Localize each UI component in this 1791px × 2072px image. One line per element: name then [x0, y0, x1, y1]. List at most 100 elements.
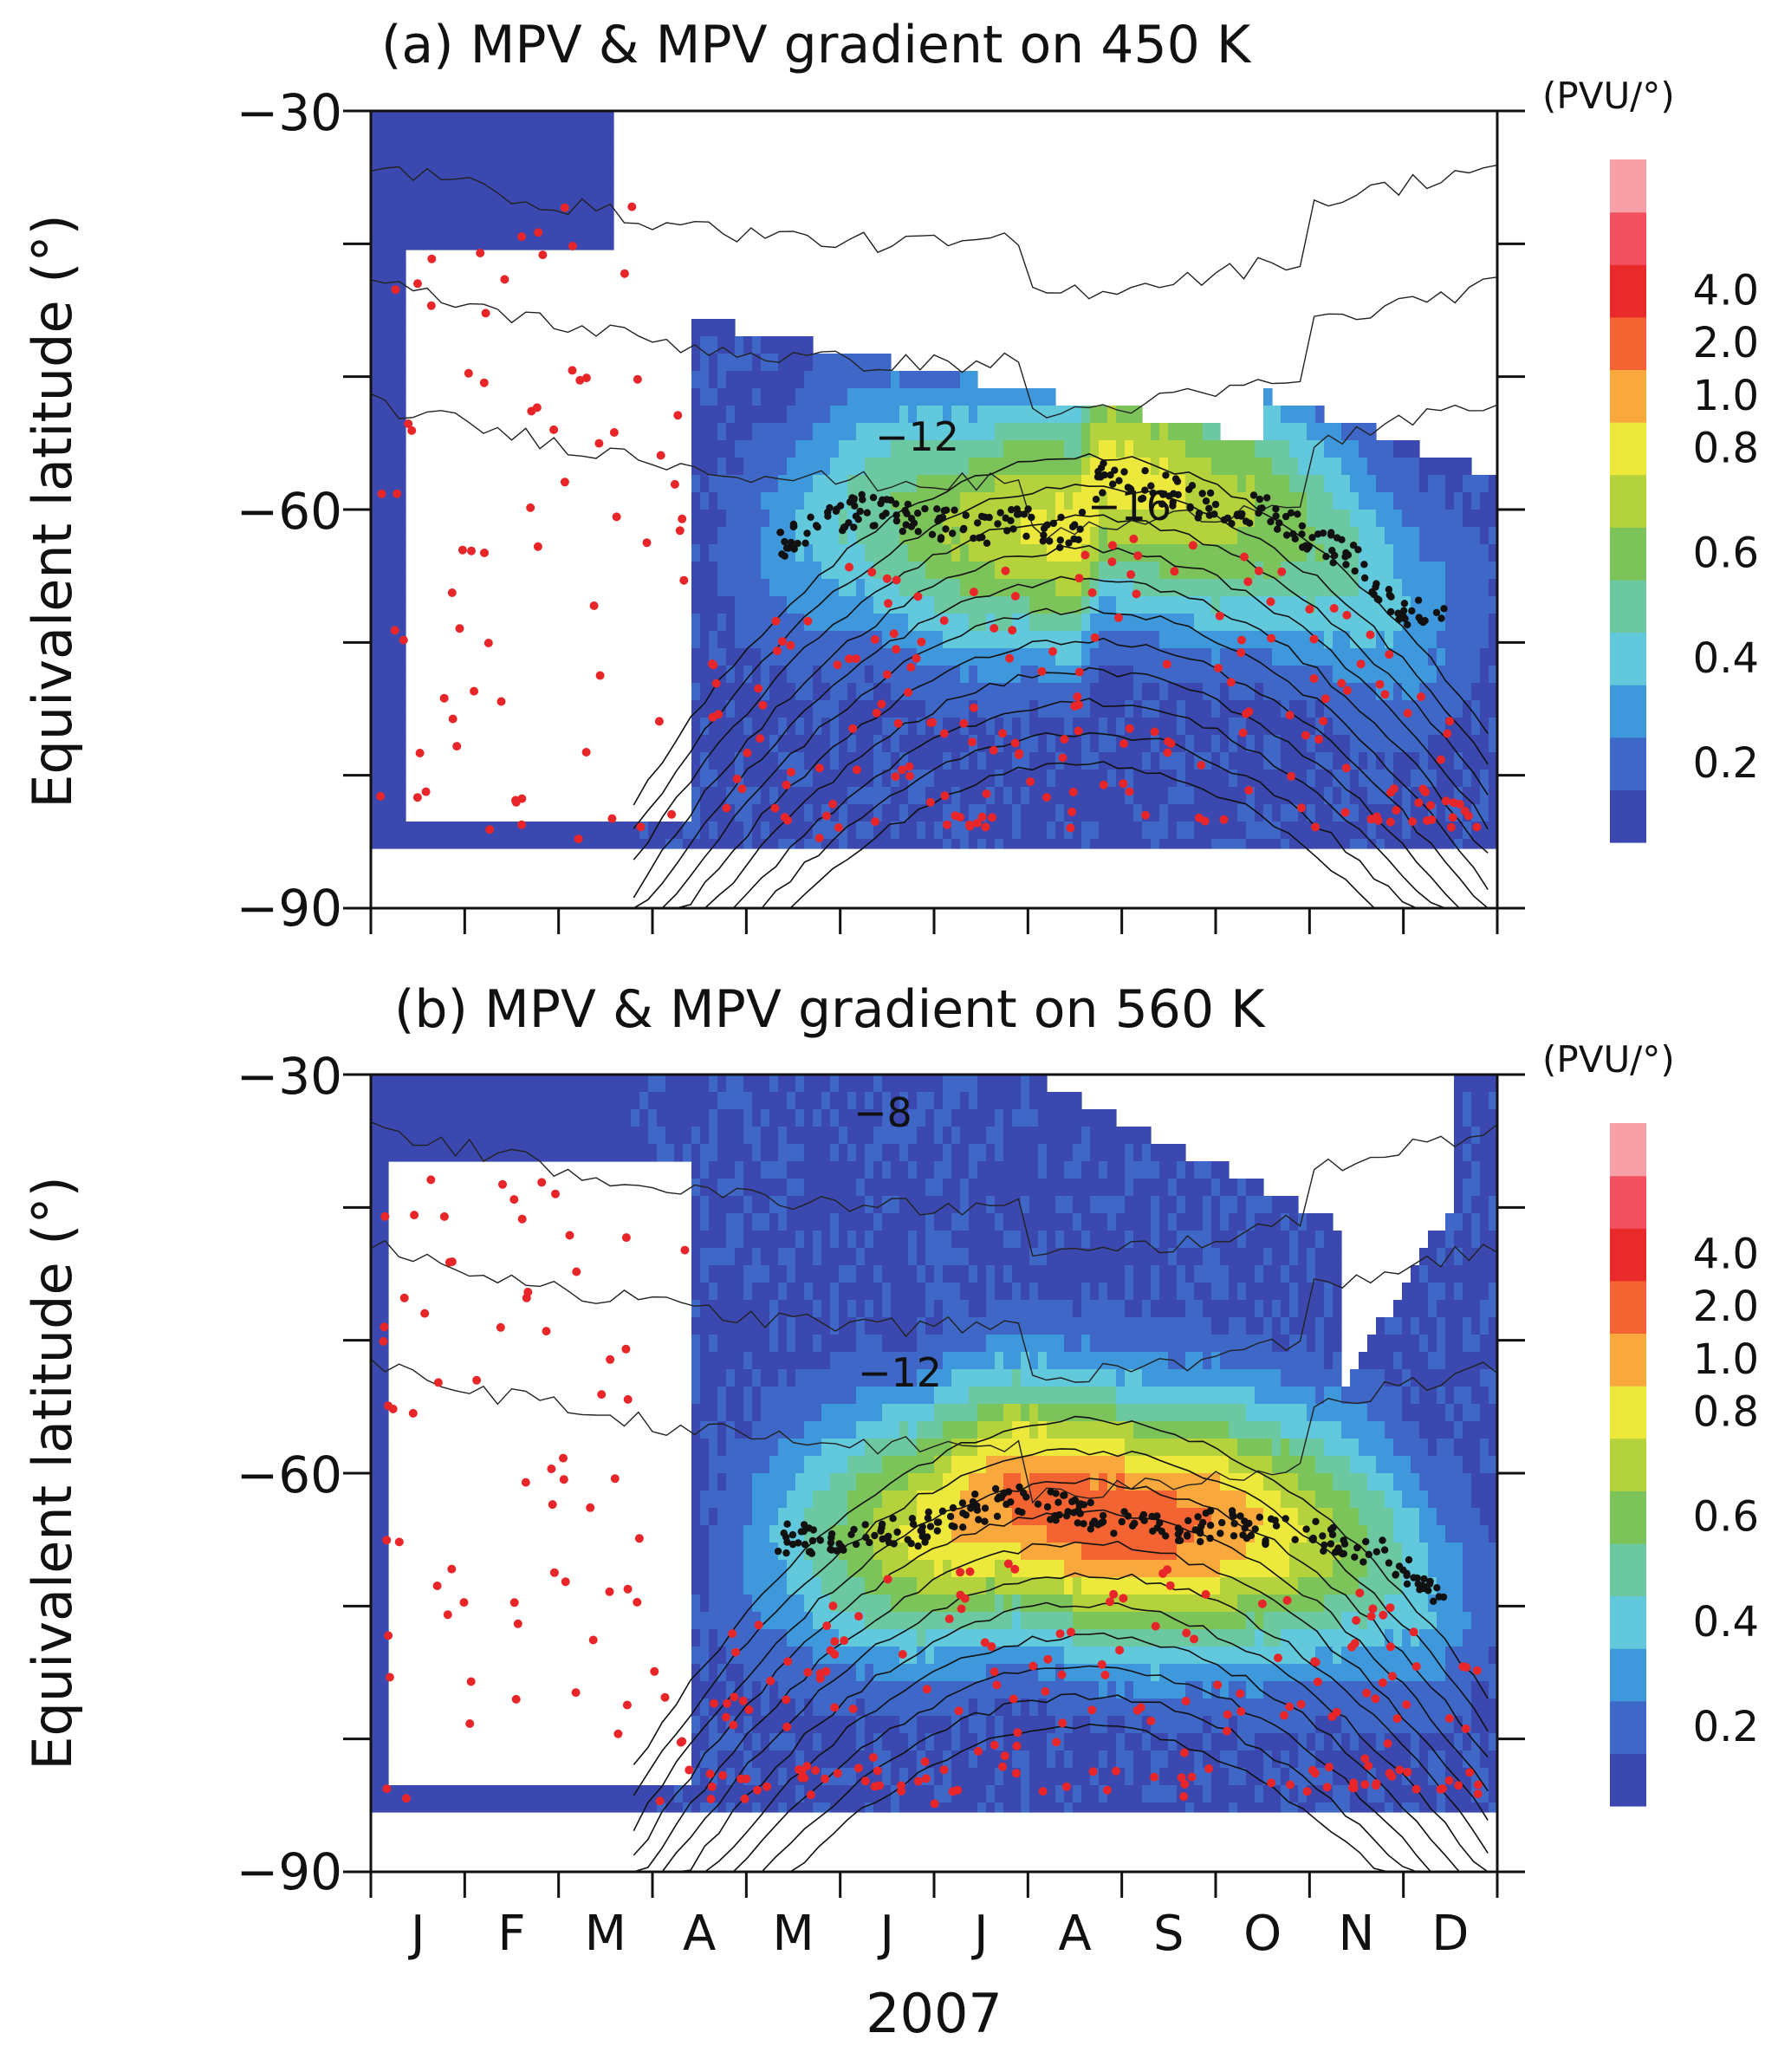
panel-b-red-points [379, 1175, 1483, 1809]
mpv-contour-line [371, 1121, 1497, 1257]
black-observation-point [1071, 1497, 1080, 1504]
black-observation-point [1186, 503, 1195, 512]
red-observation-point [391, 285, 400, 295]
red-observation-point [782, 780, 791, 789]
mpv-contour-line [633, 698, 1489, 908]
red-observation-point [1215, 611, 1224, 620]
red-observation-point [1310, 1769, 1320, 1778]
x-month-label: S [1153, 1906, 1184, 1962]
red-observation-point [1403, 709, 1412, 718]
red-observation-point [905, 762, 914, 771]
red-observation-point [758, 700, 768, 710]
black-observation-point [1076, 1510, 1084, 1517]
red-observation-point [889, 629, 899, 639]
red-observation-point [1165, 1581, 1175, 1590]
black-observation-point [1262, 1536, 1269, 1544]
red-observation-point [538, 250, 548, 260]
red-observation-point [972, 818, 982, 828]
black-observation-point [1241, 1524, 1249, 1532]
mpv-contour-line [633, 1572, 1489, 1872]
x-month-label: N [1339, 1906, 1375, 1962]
colorbar-swatch [1610, 1280, 1646, 1334]
colorbar-swatch [1610, 1386, 1646, 1439]
red-observation-point [407, 425, 417, 435]
black-observation-point [1106, 471, 1114, 479]
red-observation-point [432, 1582, 442, 1590]
black-observation-point [1183, 1531, 1191, 1539]
red-observation-point [1287, 771, 1296, 781]
black-observation-point [809, 1526, 817, 1534]
red-observation-point [787, 768, 795, 776]
red-observation-point [756, 734, 765, 744]
black-observation-point [1258, 504, 1266, 512]
red-observation-point [420, 1309, 430, 1318]
black-observation-point [803, 529, 811, 537]
red-observation-point [1108, 541, 1117, 550]
red-observation-point [783, 815, 792, 825]
red-observation-point [1068, 788, 1078, 796]
black-observation-point [1147, 482, 1155, 490]
red-observation-point [679, 575, 689, 585]
red-observation-point [568, 242, 577, 250]
red-observation-point [479, 378, 489, 387]
black-observation-point [1440, 605, 1448, 613]
red-observation-point [642, 538, 652, 548]
red-observation-point [898, 1650, 907, 1659]
red-observation-point [426, 1175, 436, 1185]
red-observation-point [526, 503, 535, 512]
red-observation-point [1313, 1677, 1322, 1686]
red-observation-point [821, 811, 831, 821]
red-observation-point [1029, 1661, 1038, 1671]
red-observation-point [609, 428, 619, 437]
black-observation-point [893, 1528, 901, 1536]
red-observation-point [973, 1746, 983, 1756]
red-observation-point [650, 1666, 659, 1676]
red-observation-point [1058, 1718, 1067, 1728]
black-observation-point [1256, 495, 1264, 503]
red-observation-point [951, 811, 960, 821]
black-observation-point [958, 1499, 967, 1507]
red-observation-point [882, 670, 892, 679]
black-observation-point [1087, 1498, 1094, 1507]
red-observation-point [707, 1782, 717, 1791]
black-observation-point [1007, 516, 1015, 524]
black-observation-point [1404, 620, 1411, 629]
red-observation-point [1385, 817, 1395, 827]
red-observation-point [1187, 1772, 1197, 1782]
red-observation-point [1005, 653, 1015, 663]
black-observation-point [1022, 1493, 1030, 1501]
black-observation-point [856, 507, 864, 516]
black-observation-point [801, 1541, 809, 1549]
black-observation-point [1320, 1547, 1327, 1556]
red-observation-point [1448, 813, 1457, 822]
mpv-contour-line [371, 276, 1497, 419]
red-observation-point [1342, 610, 1352, 620]
red-observation-point [427, 254, 437, 263]
panel-b-ytick-label: −60 [237, 1445, 342, 1504]
black-observation-point [1074, 536, 1082, 543]
black-observation-point [1100, 471, 1108, 479]
red-observation-point [1414, 798, 1424, 808]
black-observation-point [1399, 1566, 1407, 1574]
red-observation-point [1244, 786, 1254, 795]
red-observation-point [1188, 541, 1197, 550]
red-observation-point [620, 269, 629, 278]
red-observation-point [1296, 1699, 1306, 1709]
mpv-contour-line [633, 761, 1489, 908]
black-observation-point [1246, 519, 1254, 527]
red-observation-point [1463, 811, 1473, 821]
black-observation-point [1076, 525, 1084, 533]
black-observation-point [1202, 497, 1210, 505]
red-observation-point [1163, 1565, 1172, 1575]
red-observation-point [483, 639, 493, 647]
red-observation-point [561, 1577, 570, 1587]
mpv-contour-line [633, 1448, 1489, 1796]
red-observation-point [783, 1657, 793, 1666]
black-observation-point [899, 527, 907, 536]
x-month-label: O [1243, 1906, 1282, 1962]
black-observation-point [1312, 1517, 1320, 1526]
mpv-contour-line [371, 1358, 1497, 1504]
red-observation-point [882, 574, 892, 583]
red-observation-point [1436, 755, 1445, 764]
